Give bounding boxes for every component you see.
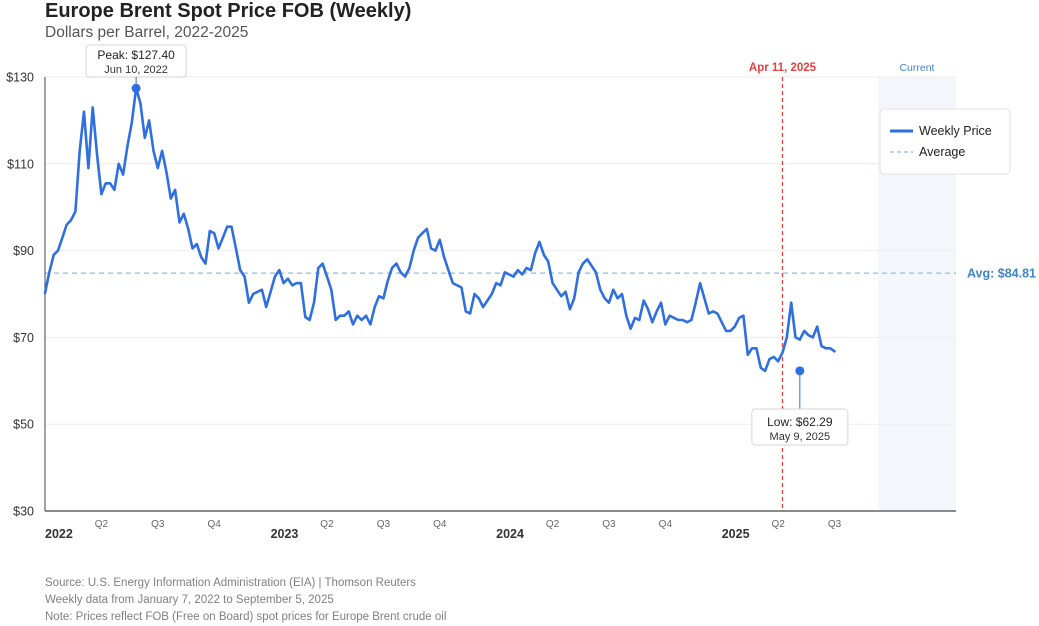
current-band-label: Current xyxy=(899,62,934,74)
legend-average-label: Average xyxy=(919,145,965,159)
x-year-label: 2023 xyxy=(271,527,299,541)
x-quarter-label: Q4 xyxy=(208,519,222,530)
peak-marker xyxy=(131,83,141,93)
x-quarter-label: Q3 xyxy=(151,519,165,530)
peak-price-label: Peak: $127.40 xyxy=(97,48,175,62)
x-quarter-label: Q3 xyxy=(602,519,616,530)
chart-footer: Source: U.S. Energy Information Administ… xyxy=(45,575,446,626)
x-quarter-label: Q3 xyxy=(377,519,391,530)
legend-box xyxy=(879,108,1011,175)
average-label: Avg: $84.81 xyxy=(967,267,1036,281)
x-year-label: 2024 xyxy=(496,527,524,541)
y-tick-label: $70 xyxy=(13,331,34,345)
event-label: Apr 11, 2025 xyxy=(749,62,817,74)
x-quarter-label: Q2 xyxy=(546,519,560,530)
low-price-label: Low: $62.29 xyxy=(767,415,833,429)
low-marker xyxy=(795,366,805,376)
source-note: Source: U.S. Energy Information Administ… xyxy=(45,577,416,589)
chart-title: Europe Brent Spot Price FOB (Weekly) xyxy=(45,0,412,22)
legend-weekly-price-label: Weekly Price xyxy=(919,124,992,138)
low-date-label: May 9, 2025 xyxy=(770,431,831,443)
peak-date-label: Jun 10, 2022 xyxy=(104,64,168,76)
x-quarter-label: Q2 xyxy=(320,519,334,530)
y-tick-label: $110 xyxy=(7,157,34,171)
y-tick-label: $50 xyxy=(13,418,34,432)
x-quarter-label: Q3 xyxy=(828,519,842,530)
x-quarter-label: Q2 xyxy=(95,519,109,530)
x-quarter-label: Q4 xyxy=(433,519,447,530)
x-quarter-label: Q4 xyxy=(659,519,673,530)
chart-subtitle: Dollars per Barrel, 2022-2025 xyxy=(45,24,249,41)
y-tick-label: $90 xyxy=(13,244,34,258)
series-line-weekly-price xyxy=(43,87,836,373)
y-tick-label: $130 xyxy=(6,71,34,85)
fob-note: Note: Prices reflect FOB (Free on Board)… xyxy=(45,611,447,623)
x-year-label: 2022 xyxy=(45,527,73,541)
low-callout-box xyxy=(751,408,849,446)
y-tick-label: $30 xyxy=(13,505,34,519)
x-year-label: 2025 xyxy=(722,527,750,541)
x-quarter-label: Q2 xyxy=(771,519,785,530)
period-note: Weekly data from January 7, 2022 to Sept… xyxy=(45,594,334,606)
